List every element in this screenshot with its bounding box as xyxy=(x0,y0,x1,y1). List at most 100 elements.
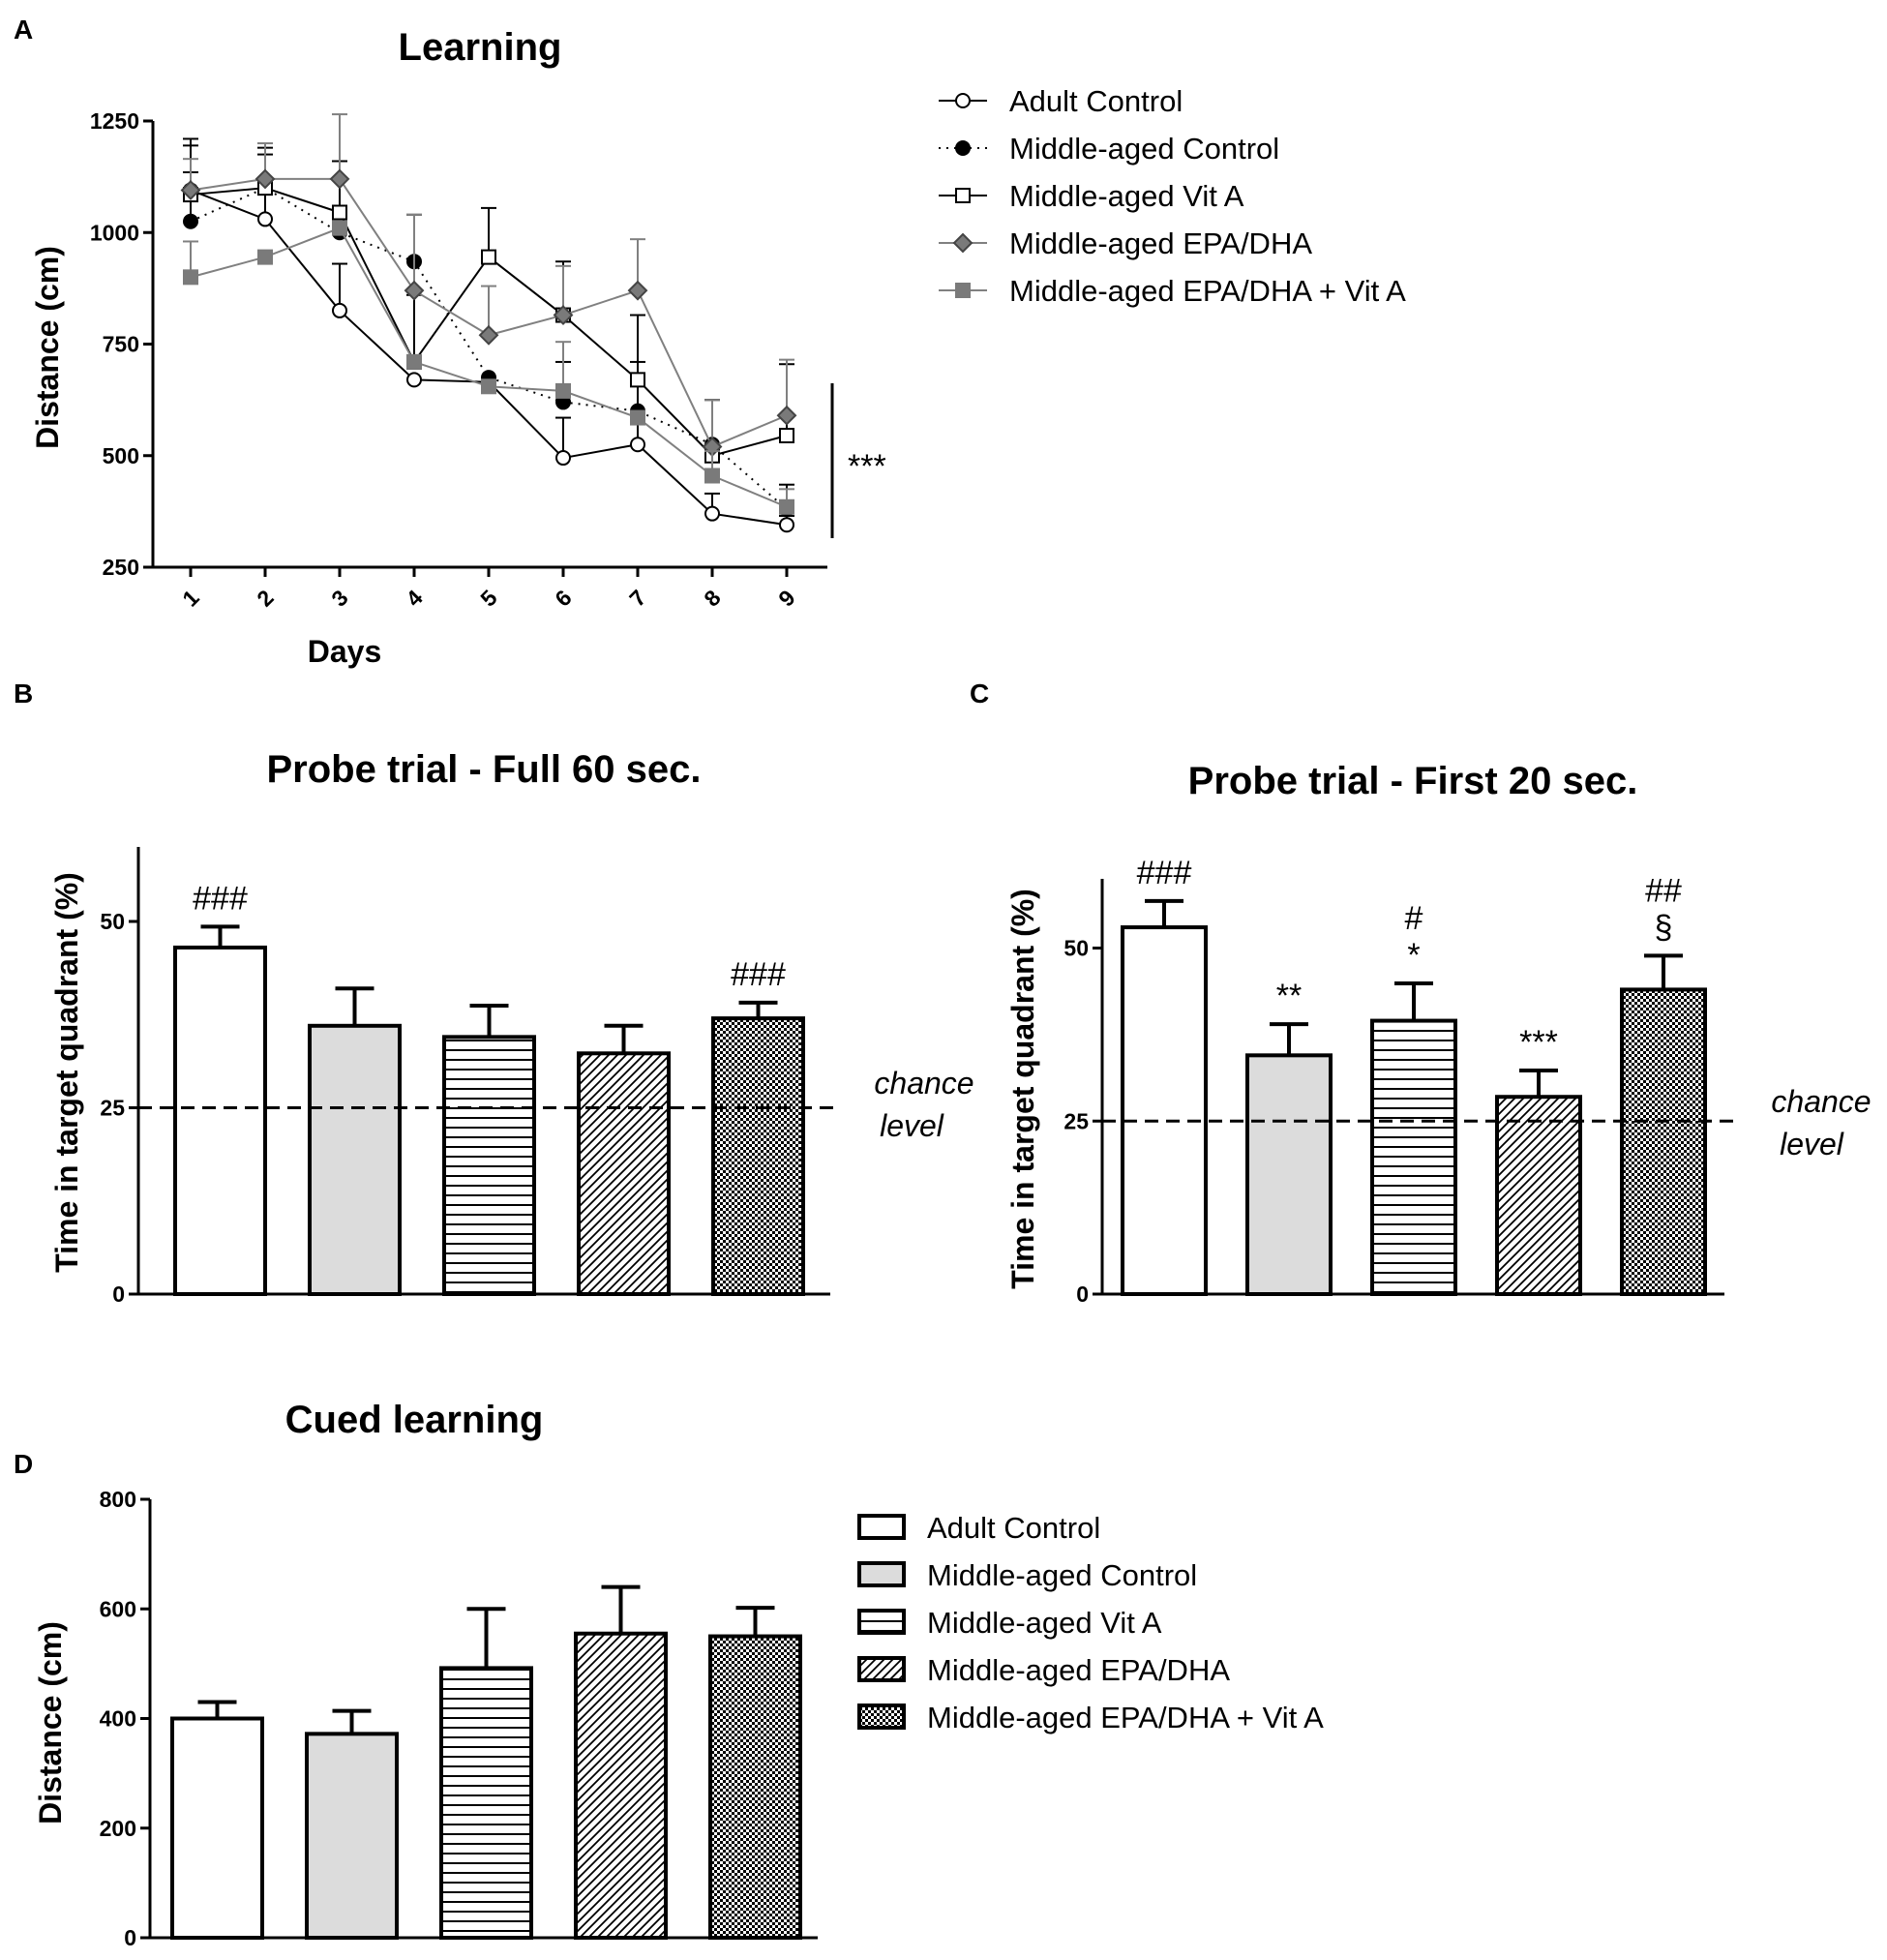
chart-a-data-point xyxy=(704,467,720,484)
chart-a-x-tick-label: 6 xyxy=(550,585,576,611)
chart-a-legend-entry: Middle-aged Vit A xyxy=(939,179,1244,213)
chart-c-chance-label-line2: level xyxy=(1780,1127,1844,1161)
chart-b-significance-label: ### xyxy=(731,956,786,993)
chart-b-bar xyxy=(308,1023,402,1297)
chart-a-legend-marker xyxy=(955,140,971,156)
chart-a-data-point xyxy=(553,305,574,325)
chart-a-data-point xyxy=(779,428,794,444)
chart-d-legend: Adult Control Middle-aged Control Middle-a… xyxy=(857,1511,1324,1734)
chart-c-y-tick-label: 25 xyxy=(1063,1108,1089,1133)
chart-b-significance-label: ### xyxy=(193,880,248,917)
chart-a-x-tick-label: 5 xyxy=(475,585,502,612)
chart-b-title: Probe trial - Full 60 sec. xyxy=(266,748,701,791)
chart-a-x-tick-label: 1 xyxy=(177,585,204,612)
chart-a-data-point xyxy=(630,437,645,453)
chart-d-y-tick-label: 800 xyxy=(100,1487,136,1512)
chart-c-y-tick-label: 50 xyxy=(1063,936,1089,961)
chart-a-data-point xyxy=(481,249,496,265)
chart-c-significance-label: ** xyxy=(1276,978,1302,1014)
chart-a-significance: *** xyxy=(848,448,886,485)
chart-a-y-tick-label: 500 xyxy=(103,443,139,468)
chart-d-legend-entry: Middle-aged EPA/DHA + Vit A xyxy=(857,1701,1324,1734)
panel-a-label: A xyxy=(14,15,33,45)
chart-a-data-point xyxy=(332,302,347,318)
chart-a-legend-marker xyxy=(952,232,973,254)
chart-a-data-point xyxy=(332,204,347,221)
chart-d-ylabel: Distance (cm) xyxy=(33,1621,68,1824)
chart-probe-first20: Probe trial - First 20 sec. Time in targ… xyxy=(1005,760,1872,1307)
chart-a-xlabel: Days xyxy=(308,634,382,669)
chart-a-y-tick-label: 750 xyxy=(103,332,139,357)
chart-d-legend-entry: Adult Control xyxy=(857,1511,1100,1545)
panel-d-label: D xyxy=(14,1449,33,1479)
chart-a-legend-label: Middle-aged Vit A xyxy=(1009,179,1244,213)
chart-a-data-point xyxy=(332,220,347,236)
chart-a-legend-label: Middle-aged EPA/DHA xyxy=(1009,226,1312,260)
chart-b-bar xyxy=(173,945,267,1296)
chart-a-legend-label: Middle-aged EPA/DHA + Vit A xyxy=(1009,274,1406,308)
chart-a-title: Learning xyxy=(399,26,562,69)
chart-a-x-tick-label: 3 xyxy=(326,585,352,611)
chart-b-bar xyxy=(711,1016,805,1296)
chart-a-data-point xyxy=(255,168,276,190)
chart-a-data-point xyxy=(406,372,422,388)
chart-a-series xyxy=(183,220,794,515)
chart-c-chance-label-line1: chance xyxy=(1771,1084,1871,1119)
chart-a-data-point xyxy=(404,280,425,301)
chart-a-data-point xyxy=(406,353,422,370)
chart-a-data-point xyxy=(704,505,720,522)
chart-d-legend-label: Adult Control xyxy=(927,1511,1100,1545)
chart-b-ylabel: Time in target quadrant (%) xyxy=(49,872,84,1273)
chart-d-legend-entry: Middle-aged Control xyxy=(857,1558,1197,1592)
chart-a-series xyxy=(180,113,797,457)
chart-a-x-tick-label: 4 xyxy=(401,585,428,612)
chart-d-legend-swatch xyxy=(857,1609,906,1635)
chart-a-legend-label: Middle-aged Control xyxy=(1009,132,1279,166)
chart-c-title: Probe trial - First 20 sec. xyxy=(1188,760,1638,802)
chart-d-legend-swatch xyxy=(857,1514,906,1540)
chart-a-legend-marker xyxy=(955,93,971,108)
chart-a-data-point xyxy=(630,409,645,426)
chart-a-data-point xyxy=(555,450,571,467)
chart-d-legend-label: Middle-aged EPA/DHA xyxy=(927,1653,1230,1687)
chart-a-y-tick-label: 1000 xyxy=(90,220,139,245)
chart-d-legend-label: Middle-aged Vit A xyxy=(927,1606,1162,1640)
chart-c-bar xyxy=(1495,1095,1582,1296)
chart-a-legend-marker xyxy=(955,283,971,298)
panel-b-label: B xyxy=(14,678,33,709)
chart-a-y-tick-label: 1250 xyxy=(90,108,139,134)
chart-c-significance-label: *** xyxy=(1519,1024,1558,1061)
chart-learning: Learning Days Distance (cm) *** 25050075… xyxy=(30,26,1406,669)
chart-a-data-point xyxy=(555,382,571,399)
chart-a-data-point xyxy=(257,249,273,265)
chart-d-bar xyxy=(574,1631,668,1940)
chart-a-data-point xyxy=(779,517,794,533)
chart-c-bar xyxy=(1370,1018,1457,1296)
chart-c-y-tick-label: 0 xyxy=(1076,1282,1089,1307)
chart-a-y-tick-label: 250 xyxy=(103,555,139,580)
chart-c-ylabel: Time in target quadrant (%) xyxy=(1005,889,1040,1289)
chart-d-y-tick-label: 400 xyxy=(100,1706,136,1732)
chart-d-legend-entry: Middle-aged Vit A xyxy=(857,1606,1162,1640)
chart-b-chance-label-line2: level xyxy=(880,1108,944,1143)
chart-c-significance-label: ### xyxy=(1137,855,1192,891)
chart-a-data-point xyxy=(183,269,198,286)
chart-d-legend-label: Middle-aged Control xyxy=(927,1558,1197,1592)
chart-probe-full: Probe trial - Full 60 sec. Time in targe… xyxy=(49,748,974,1307)
chart-a-legend-label: Adult Control xyxy=(1009,84,1183,118)
chart-d-bar xyxy=(170,1716,264,1940)
chart-a-data-point xyxy=(329,168,350,190)
chart-b-y-tick-label: 25 xyxy=(100,1096,125,1121)
chart-a-data-point xyxy=(257,211,273,227)
chart-c-significance-label: # xyxy=(1405,900,1423,937)
chart-a-x-tick-label: 8 xyxy=(699,585,726,612)
chart-d-y-tick-label: 200 xyxy=(100,1816,136,1841)
chart-a-data-point xyxy=(779,498,794,515)
chart-d-y-tick-label: 600 xyxy=(100,1596,136,1621)
chart-b-y-tick-label: 50 xyxy=(100,909,125,934)
chart-c-bar xyxy=(1245,1053,1333,1296)
chart-a-data-point xyxy=(776,405,797,426)
chart-b-chance-label-line1: chance xyxy=(874,1066,973,1101)
panel-c-label: C xyxy=(970,678,989,709)
